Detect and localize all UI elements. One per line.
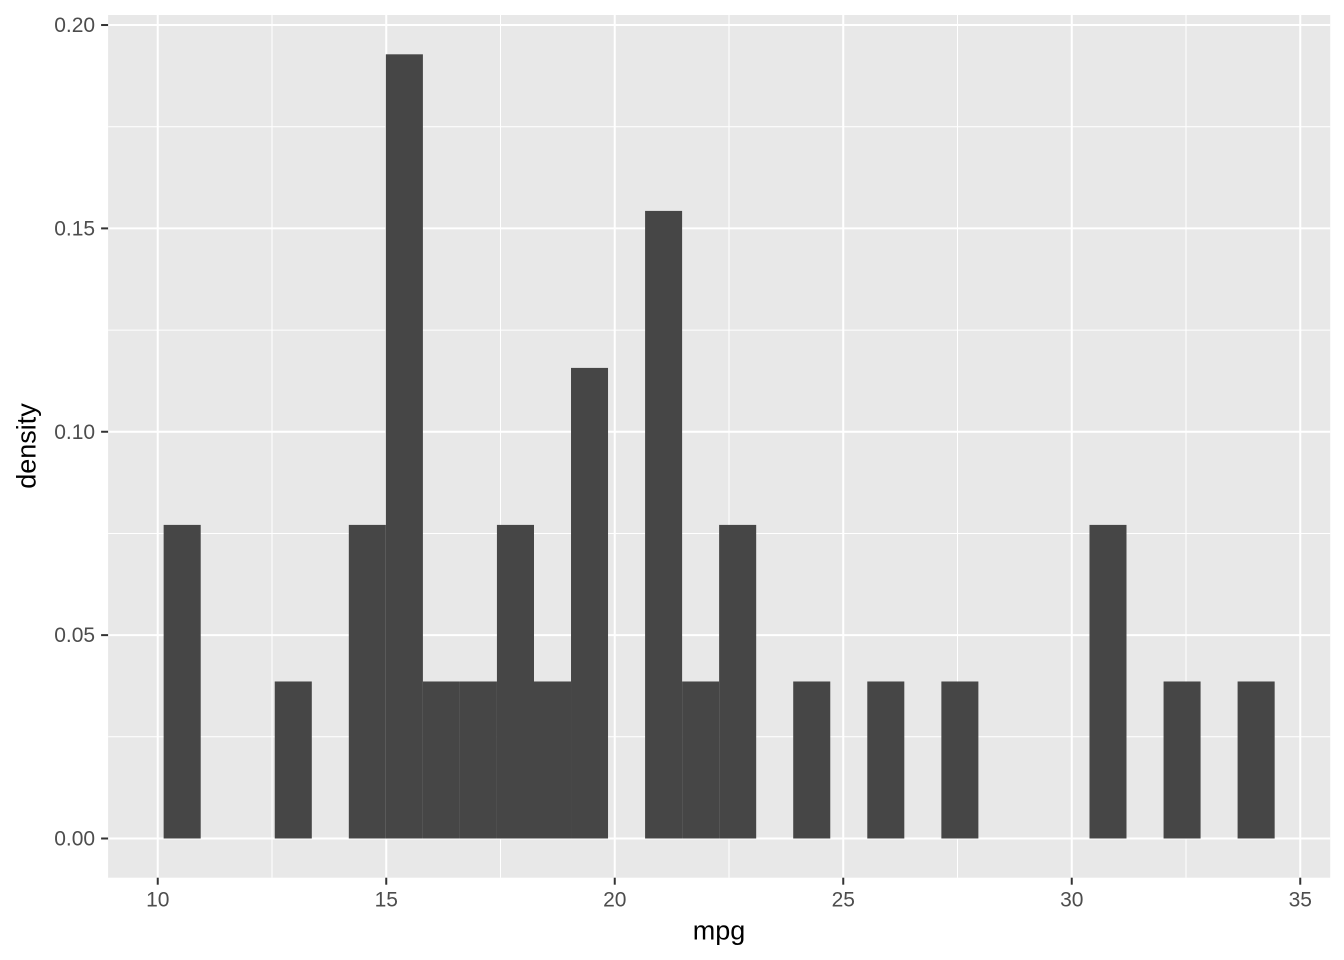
histogram-bar: [1163, 681, 1201, 839]
histogram-bar: [496, 524, 534, 839]
histogram-bar: [385, 54, 423, 839]
y-axis-title: density: [11, 403, 42, 489]
x-tick-label: 30: [1060, 889, 1083, 912]
histogram-bar: [348, 524, 386, 839]
histogram-bar: [682, 681, 720, 839]
histogram-bar: [941, 681, 979, 839]
histogram-bar: [793, 681, 831, 839]
histogram-bar: [459, 681, 497, 839]
x-tick-label: 10: [146, 889, 169, 912]
y-tick-label: 0.20: [54, 14, 95, 37]
y-tick-label: 0.15: [54, 217, 95, 240]
histogram-bar: [645, 210, 683, 839]
histogram-bar: [1237, 681, 1275, 839]
x-tick-label: 20: [603, 889, 626, 912]
histogram-bar: [571, 367, 609, 839]
y-tick-label: 0.00: [54, 827, 95, 850]
histogram-bar: [867, 681, 905, 839]
histogram-bar: [1089, 524, 1127, 839]
y-tick-label: 0.05: [54, 624, 95, 647]
x-tick-label: 35: [1289, 889, 1312, 912]
histogram-bar: [533, 681, 572, 839]
histogram-bar: [163, 524, 201, 839]
histogram-bar: [274, 681, 312, 839]
x-tick-label: 15: [375, 889, 398, 912]
histogram-bar: [719, 524, 757, 839]
x-axis-title: mpg: [692, 915, 746, 946]
histogram-bar: [422, 681, 460, 839]
x-tick-label: 25: [832, 889, 855, 912]
y-tick-label: 0.10: [54, 421, 95, 444]
